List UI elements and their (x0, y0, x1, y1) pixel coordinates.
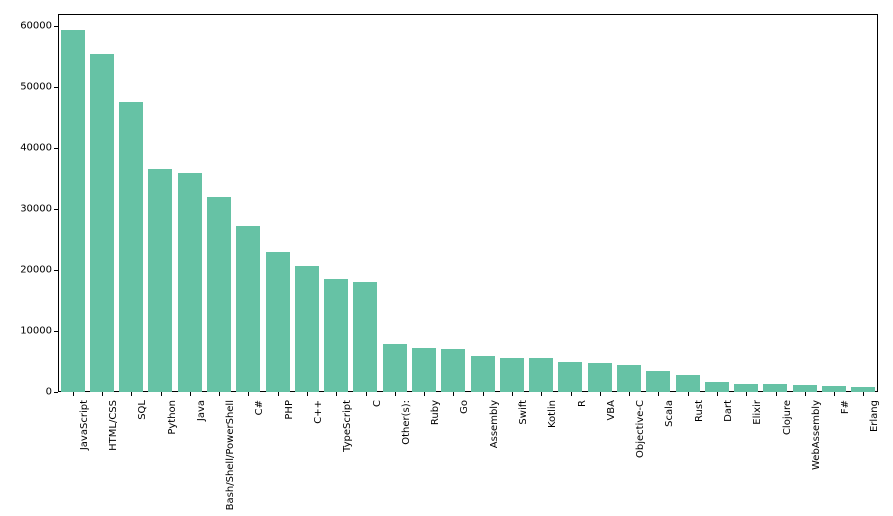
xtick-mark (248, 392, 249, 396)
figure: 0 10000 20000 30000 40000 50000 60000 JavaScrip… (0, 0, 893, 516)
xtick-label: Clojure (782, 398, 793, 435)
xtick-mark (688, 392, 689, 396)
xtick-mark (746, 392, 747, 396)
xtick-mark (600, 392, 601, 396)
bar (793, 385, 817, 392)
xtick-label: JavaScript (79, 398, 90, 450)
ytick-label: 30000 (20, 204, 58, 215)
bar (412, 348, 436, 393)
bar (178, 173, 202, 392)
xtick-label: Assembly (489, 398, 500, 448)
bar (61, 30, 85, 392)
ytick-label: 0 (46, 387, 58, 398)
xtick-mark (453, 392, 454, 396)
xtick-label: TypeScript (342, 398, 353, 452)
bar (119, 102, 143, 392)
xtick-label: Bash/Shell/PowerShell (225, 398, 236, 510)
bar (500, 358, 524, 392)
bar (588, 363, 612, 392)
xtick-label: R (577, 398, 588, 407)
bar (646, 371, 670, 392)
xtick-mark (424, 392, 425, 396)
xtick-mark (278, 392, 279, 396)
bar (324, 279, 348, 392)
bar (383, 344, 407, 392)
ytick-label: 60000 (20, 21, 58, 32)
xtick-label: Other(s): (401, 398, 412, 445)
bar (471, 356, 495, 392)
xtick-mark (307, 392, 308, 396)
xtick-mark (629, 392, 630, 396)
bar (353, 282, 377, 392)
xtick-mark (395, 392, 396, 396)
ytick-label: 50000 (20, 82, 58, 93)
xtick-label: C++ (313, 398, 324, 424)
xtick-mark (541, 392, 542, 396)
xtick-mark (102, 392, 103, 396)
xtick-label: VBA (606, 398, 617, 421)
bar (295, 266, 319, 392)
xtick-mark (483, 392, 484, 396)
xtick-mark (161, 392, 162, 396)
xtick-mark (834, 392, 835, 396)
xtick-label: Erlang (869, 398, 880, 432)
bar (558, 362, 582, 392)
xtick-label: WebAssembly (811, 398, 822, 470)
xtick-mark (863, 392, 864, 396)
ytick-label: 40000 (20, 143, 58, 154)
bar (207, 197, 231, 392)
bar (529, 358, 553, 392)
xtick-label: Objective-C (635, 398, 646, 458)
xtick-label: C (372, 398, 383, 407)
bar (676, 375, 700, 392)
xtick-label: Ruby (430, 398, 441, 425)
xtick-mark (805, 392, 806, 396)
xtick-label: Elixir (752, 398, 763, 425)
xtick-mark (219, 392, 220, 396)
xtick-label: SQL (137, 398, 148, 420)
xtick-mark (658, 392, 659, 396)
xtick-label: Python (167, 398, 178, 435)
bar (441, 349, 465, 392)
bar (763, 384, 787, 392)
bar (734, 384, 758, 392)
xtick-mark (717, 392, 718, 396)
bar (617, 365, 641, 392)
xtick-mark (190, 392, 191, 396)
xtick-label: PHP (284, 398, 295, 420)
xtick-label: Swift (518, 398, 529, 425)
bar (148, 169, 172, 392)
xtick-mark (366, 392, 367, 396)
ytick-label: 20000 (20, 265, 58, 276)
spine-top (58, 14, 878, 15)
xtick-mark (336, 392, 337, 396)
xtick-mark (776, 392, 777, 396)
xtick-label: Dart (723, 398, 734, 422)
xtick-mark (131, 392, 132, 396)
xtick-label: Java (196, 398, 207, 421)
xtick-label: C# (254, 398, 265, 415)
xtick-label: Go (459, 398, 470, 414)
xtick-mark (512, 392, 513, 396)
ytick-label: 10000 (20, 326, 58, 337)
xtick-label: Kotlin (547, 398, 558, 428)
spine-left (58, 14, 59, 392)
xtick-mark (571, 392, 572, 396)
bar (90, 54, 114, 392)
spine-right (877, 14, 878, 392)
bar (236, 226, 260, 392)
bar (705, 382, 729, 392)
xtick-label: F# (840, 398, 851, 414)
xtick-label: Scala (664, 398, 675, 427)
xtick-label: HTML/CSS (108, 398, 119, 451)
xtick-label: Rust (694, 398, 705, 422)
xtick-mark (73, 392, 74, 396)
bar (266, 252, 290, 392)
chart-axes: 0100002000030000400005000060000JavaScrip… (58, 14, 878, 392)
